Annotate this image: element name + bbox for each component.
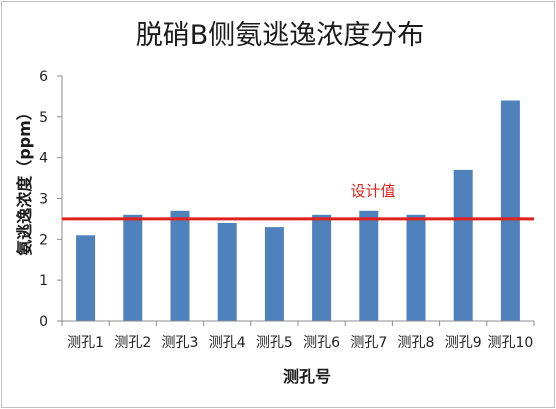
y-tick-label: 6 <box>39 69 48 85</box>
x-tick-label: 测孔8 <box>398 335 435 351</box>
y-axis: 0 1 2 3 4 5 6 <box>39 69 63 330</box>
reference-line-group: 设计值 <box>62 182 534 221</box>
bar <box>123 214 143 321</box>
y-tick-label: 0 <box>39 314 48 330</box>
x-tick-label: 测孔3 <box>162 335 199 351</box>
bar <box>217 223 237 321</box>
bar <box>312 214 332 321</box>
x-tick-label: 测孔6 <box>303 335 340 351</box>
bar <box>359 210 379 322</box>
chart-title: 脱硝B侧氨逃逸浓度分布 <box>136 20 425 51</box>
x-tick-label: 测孔7 <box>350 335 387 351</box>
y-tick-label: 1 <box>39 273 48 289</box>
bar <box>76 235 96 322</box>
y-axis-title: 氨逃逸浓度（ppm） <box>15 104 34 256</box>
bars <box>76 100 520 322</box>
reference-line-label: 设计值 <box>350 182 395 200</box>
y-tick-label: 3 <box>39 192 48 208</box>
x-tick-label: 测孔10 <box>487 335 533 351</box>
y-tick-label: 2 <box>39 232 48 248</box>
x-tick-label: 测孔2 <box>114 335 151 351</box>
x-axis-title: 测孔号 <box>283 367 331 386</box>
bar <box>264 227 284 321</box>
bar <box>170 210 190 322</box>
y-tick-label: 4 <box>39 151 48 167</box>
bar <box>406 214 426 321</box>
bar <box>500 100 520 321</box>
bar <box>453 169 473 321</box>
y-tick-label: 5 <box>39 110 48 126</box>
x-tick-label: 测孔9 <box>445 335 482 351</box>
x-tick-label: 测孔1 <box>67 335 104 351</box>
x-axis: 测孔1 测孔2 测孔3 测孔4 测孔5 测孔6 测孔7 测孔8 测孔9 测孔10 <box>61 320 535 351</box>
x-tick-label: 测孔5 <box>256 335 293 351</box>
x-tick-label: 测孔4 <box>209 335 246 351</box>
